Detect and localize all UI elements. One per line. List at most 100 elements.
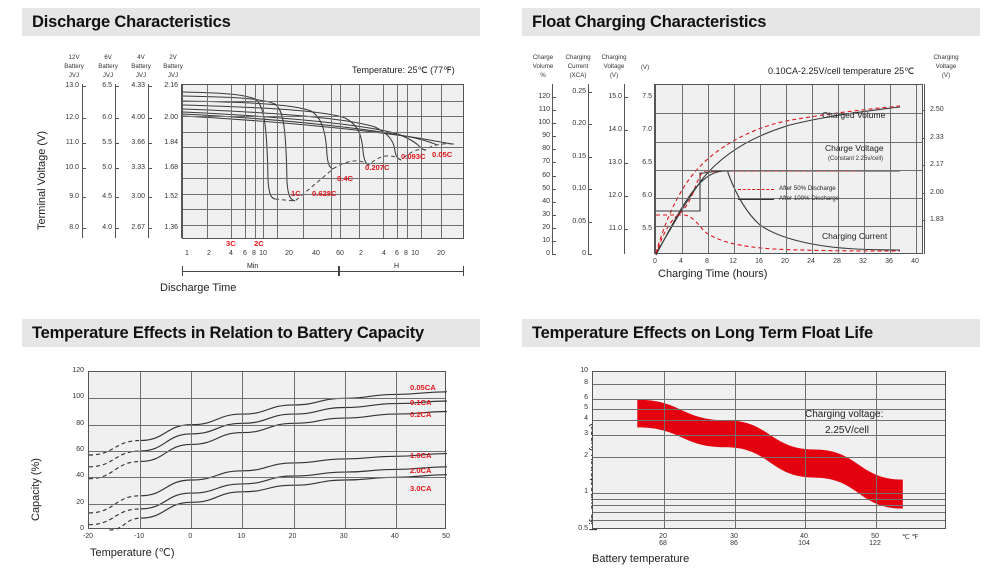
capacity-ytick-0: 120 — [72, 367, 84, 374]
float-label-charging-current: Charging Current — [822, 231, 888, 241]
float-condition-note: 0.10CA-2.25V/cell temperature 25℃ — [768, 66, 915, 76]
float-label-charge-voltage-sub: (Constant 2.25v/cell) — [828, 156, 884, 162]
float-volume-tick-0: 120 — [538, 93, 550, 100]
life-ytick-2: 6 — [584, 393, 588, 401]
gridline-v — [263, 85, 264, 238]
float-volume-mark-7 — [552, 188, 556, 190]
discharge-ytickmark-2-2 — [148, 143, 152, 144]
gridline-v — [682, 85, 683, 253]
float-voltage-mark-0 — [624, 97, 628, 98]
float-legend-label-100: After 100% Discharge — [779, 195, 840, 202]
gridline-h — [89, 425, 445, 426]
panel-float: Float Charging Characteristics Charge Vol… — [500, 0, 1000, 311]
float-xtick-6: 24 — [807, 258, 815, 265]
life-annotation-line2: 2.25V/cell — [825, 425, 869, 436]
life-ytick-6: 2 — [584, 451, 588, 459]
gridline-h — [593, 420, 945, 421]
gridline-v — [734, 85, 735, 253]
float-xtick-3: 12 — [729, 258, 737, 265]
gridline-h — [656, 142, 922, 143]
discharge-rate-label-0207c: 0.207C — [365, 163, 390, 172]
life-ytick-1: 8 — [584, 378, 588, 386]
float-volume-tick-1: 110 — [538, 106, 550, 114]
gridline-v — [294, 372, 295, 528]
gridline-v — [345, 372, 346, 528]
gridline-h — [593, 505, 945, 506]
float-axis-header-right: Charging Voltage (V) — [933, 54, 959, 79]
capacity-curve-dashed-1 — [88, 450, 141, 468]
float-xtick-8: 32 — [859, 258, 867, 265]
float-scale-voltage — [624, 84, 625, 254]
gridline-h — [656, 226, 922, 227]
float-current-mark-1 — [588, 124, 592, 126]
capacity-ytick-1: 100 — [72, 393, 84, 401]
discharge-xtick-7: 40 — [312, 250, 320, 257]
gridline-v — [331, 85, 332, 238]
float-xtick-9: 36 — [885, 258, 893, 265]
float-xtick-4: 16 — [755, 258, 763, 265]
life-xtick-c-1: 30 — [730, 533, 738, 540]
gridline-v — [664, 372, 665, 528]
panel-title-discharge: Discharge Characteristics — [22, 8, 480, 36]
gridline-h — [593, 512, 945, 513]
discharge-ytick-0-0: 13.0 — [65, 82, 79, 89]
float-right-tick-3: 2.00 — [930, 188, 944, 196]
gridline-h — [183, 116, 463, 117]
float-legend-swatch-100 — [738, 199, 774, 200]
gridline-h — [593, 384, 945, 385]
float-cellvolt-tick-2: 6.5 — [642, 159, 652, 166]
discharge-endpoint-envelope — [274, 143, 455, 202]
life-xtick-f-3: 122 — [869, 540, 881, 547]
life-ytick-4: 4 — [584, 415, 588, 423]
gridline-h — [89, 504, 445, 505]
gridline-h — [656, 198, 922, 199]
discharge-ytick-1-2: 5.5 — [102, 139, 112, 146]
life-ytick-8: 0.5 — [578, 525, 588, 532]
discharge-xtick-10: 4 — [382, 250, 386, 257]
float-volume-tick-3: 90 — [542, 132, 550, 140]
discharge-ytickmark-1-0 — [115, 86, 119, 87]
discharge-ylabel: Terminal Voltage (V) — [36, 130, 48, 230]
gridline-v — [359, 85, 360, 238]
float-current-mark-0 — [588, 92, 592, 93]
discharge-axis-header-6v: 6V Battery JVJ — [98, 54, 118, 79]
capacity-ytick-6: 0 — [80, 525, 84, 532]
panel-discharge: Discharge Characteristics Terminal Volta… — [0, 0, 500, 311]
discharge-scale-2v — [181, 84, 182, 238]
float-volume-tick-6: 60 — [542, 171, 550, 179]
discharge-xtick-4: 8 — [252, 250, 256, 257]
gridline-v — [231, 85, 232, 238]
capacity-series-label-20ca: 2.0CA — [410, 466, 432, 475]
gridline-v — [407, 85, 408, 238]
capacity-plot-area — [88, 371, 448, 531]
gridline-v — [207, 85, 208, 238]
discharge-ytick-0-3: 10.0 — [65, 164, 79, 171]
gridline-h — [593, 493, 945, 494]
float-volume-mark-9 — [552, 214, 556, 216]
life-annotation-line1: Charging voltage: — [805, 409, 884, 420]
float-volume-mark-4 — [552, 149, 556, 151]
float-volume-mark-12 — [552, 254, 556, 255]
discharge-axis-header-2v: 2V Battery JVJ — [163, 54, 183, 79]
float-xtick-1: 4 — [679, 258, 683, 265]
capacity-xlabel: Temperature (℃) — [90, 547, 175, 559]
gridline-h — [183, 101, 463, 102]
gridline-v — [396, 372, 397, 528]
discharge-ytick-3-3: 1.68 — [164, 164, 178, 171]
capacity-ytick-4: 40 — [76, 472, 84, 480]
life-band — [637, 399, 903, 509]
float-right-tick-2: 2.17 — [930, 161, 944, 168]
float-current-tick-3: 0.10 — [572, 185, 586, 193]
float-legend-label-50: After 50% Discharge — [779, 185, 836, 192]
capacity-series-label-02ca: 0.2CA — [410, 410, 432, 419]
float-xtick-10: 40 — [911, 258, 919, 265]
float-current-tick-0: 0.25 — [572, 88, 586, 95]
discharge-range-hours: H — [339, 263, 464, 276]
discharge-rate-label-005c: 0.05C — [432, 150, 453, 159]
life-ytick-0: 10 — [580, 367, 588, 374]
discharge-xtick-13: 10 — [411, 250, 419, 257]
discharge-ytick-0-2: 11.0 — [65, 139, 79, 146]
discharge-ytickmark-0-0 — [82, 86, 86, 87]
float-xtick-0: 0 — [653, 258, 657, 265]
discharge-xtick-9: 2 — [359, 250, 363, 257]
